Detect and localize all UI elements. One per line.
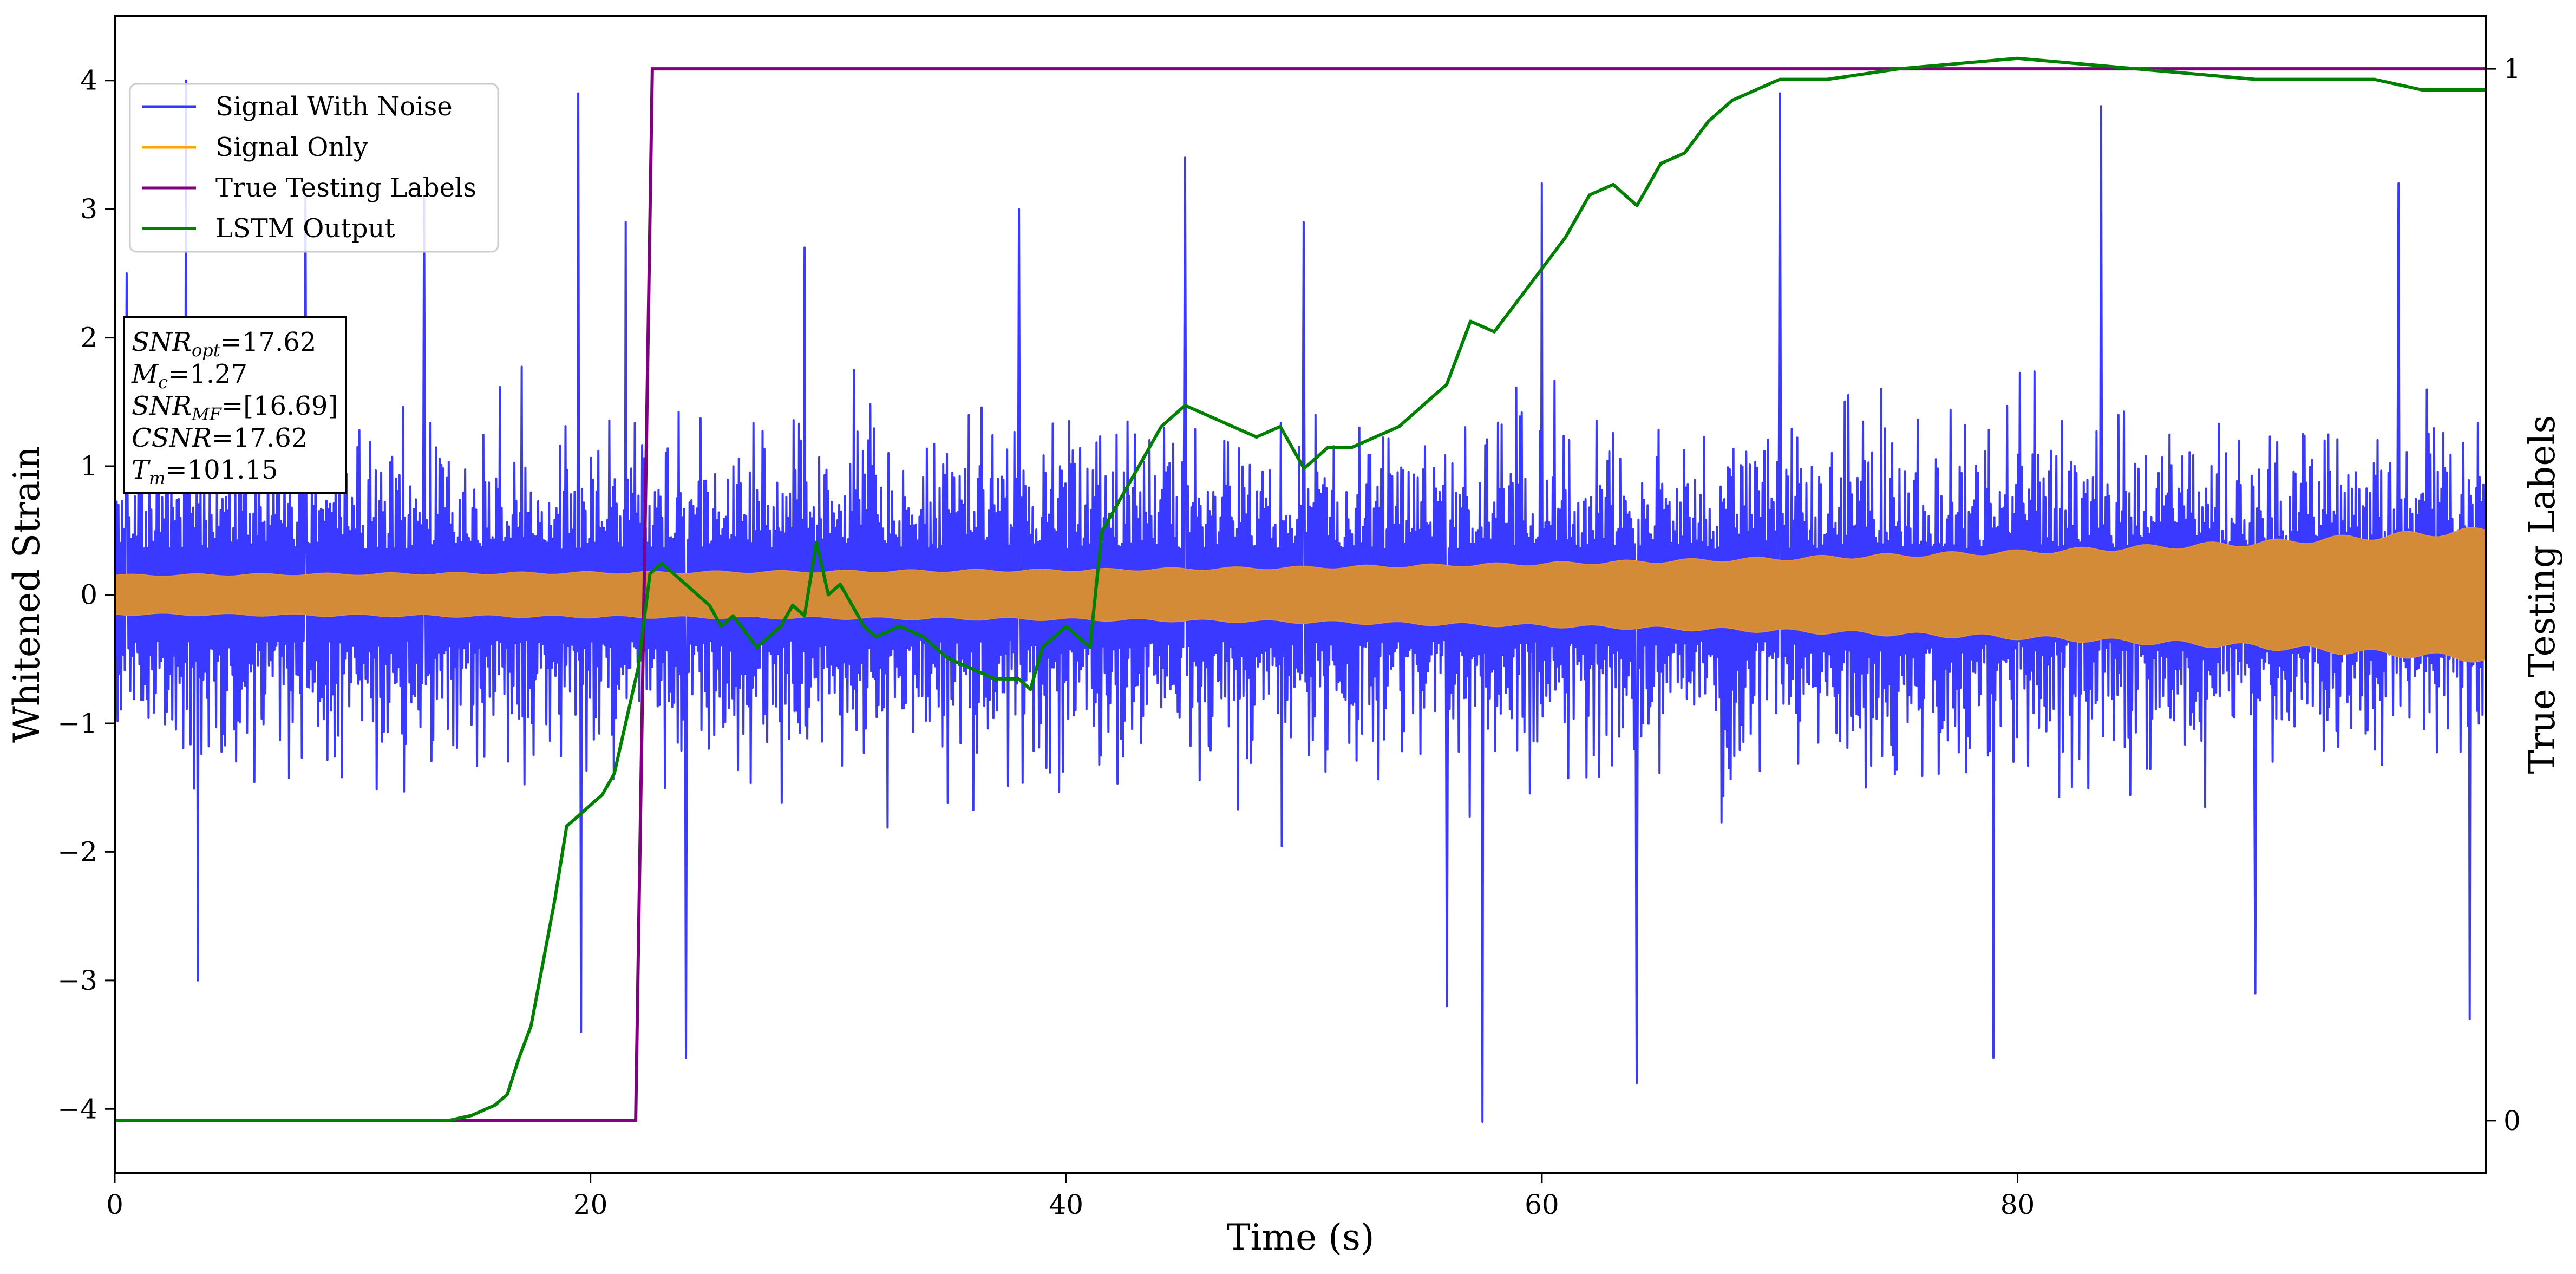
legend-label: Signal Only	[215, 132, 368, 162]
y-right-tick-label: 1	[2503, 53, 2521, 84]
y-tick-label: 1	[80, 450, 97, 482]
y-tick-label: −2	[57, 836, 97, 867]
legend-entry-signal-only: Signal Only	[142, 132, 368, 162]
legend-label: True Testing Labels	[215, 173, 476, 203]
x-tick-label: 40	[1049, 1189, 1083, 1220]
x-tick-label: 20	[573, 1189, 608, 1220]
x-tick-label: 80	[2000, 1189, 2035, 1220]
y-tick-label: 4	[80, 65, 97, 96]
legend: Signal With Noise Signal Only True Testi…	[129, 83, 499, 253]
y-tick-label: 2	[80, 322, 97, 354]
series-layer	[115, 56, 2486, 1123]
y-axis-right: 01	[2486, 53, 2521, 1136]
y-right-tick-label: 0	[2503, 1105, 2521, 1136]
legend-entry-signal-with-noise: Signal With Noise	[142, 92, 453, 122]
y-axis-left: −4 −3 −2 −1 0 1 2 3 4	[57, 65, 115, 1125]
legend-label: Signal With Noise	[215, 92, 453, 122]
annotation-tm: Tm=101.15	[132, 455, 278, 488]
x-tick-label: 0	[106, 1189, 123, 1220]
series-lstm-output	[115, 56, 2486, 1122]
series-signal-only	[115, 527, 2486, 663]
legend-label: LSTM Output	[215, 213, 395, 244]
x-axis: 0 20 40 60 80	[106, 1173, 2035, 1220]
annotation-mc: Mc=1.27	[131, 359, 247, 393]
y-tick-label: 3	[80, 193, 97, 225]
legend-entry-lstm-output: LSTM Output	[142, 213, 395, 244]
y-tick-label: 0	[80, 579, 97, 611]
annotation-snr-opt: SNRopt=17.62	[132, 327, 316, 361]
y-axis-label: Whitened Strain	[6, 446, 48, 743]
annotation-csnr: CSNR=17.62	[132, 423, 308, 453]
annotation-box: SNRopt=17.62 Mc=1.27 SNRMF=[16.69] CSNR=…	[123, 316, 347, 494]
annotation-snr-mf: SNRMF=[16.69]	[132, 391, 338, 424]
y-tick-label: −4	[57, 1093, 97, 1125]
y-tick-label: −3	[57, 965, 97, 996]
y-axis-right-label: True Testing Labels	[2521, 415, 2563, 774]
annotation-frame	[123, 316, 347, 494]
legend-entry-true-testing-labels: True Testing Labels	[142, 173, 476, 203]
x-axis-label: Time (s)	[1226, 1217, 1374, 1258]
y-tick-label: −1	[57, 708, 97, 739]
x-tick-label: 60	[1525, 1189, 1559, 1220]
legend-frame	[129, 83, 499, 253]
